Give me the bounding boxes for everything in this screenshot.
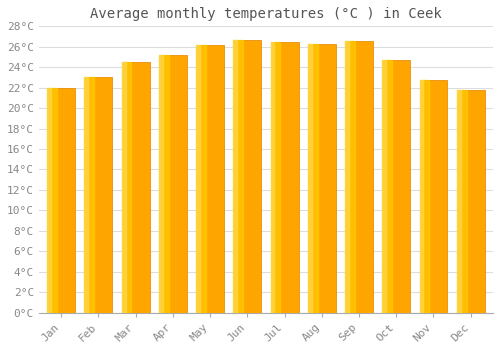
Bar [308, 44, 312, 313]
Bar [159, 55, 163, 313]
Bar [234, 40, 243, 313]
Bar [345, 41, 373, 313]
Bar [420, 80, 424, 313]
Bar [84, 77, 112, 313]
Bar [122, 62, 150, 313]
Bar [84, 77, 94, 313]
Bar [122, 62, 126, 313]
Bar [457, 90, 466, 313]
Bar [234, 40, 237, 313]
Bar [308, 44, 318, 313]
Bar [382, 60, 410, 313]
Bar [308, 44, 336, 313]
Bar [122, 62, 132, 313]
Bar [234, 40, 262, 313]
Bar [270, 42, 298, 313]
Bar [270, 42, 274, 313]
Bar [345, 41, 349, 313]
Bar [196, 45, 200, 313]
Bar [47, 88, 75, 313]
Bar [420, 80, 430, 313]
Bar [345, 41, 355, 313]
Bar [47, 88, 57, 313]
Title: Average monthly temperatures (°C ) in Ceek: Average monthly temperatures (°C ) in Ce… [90, 7, 442, 21]
Bar [84, 77, 88, 313]
Bar [196, 45, 224, 313]
Bar [159, 55, 168, 313]
Bar [382, 60, 386, 313]
Bar [159, 55, 187, 313]
Bar [47, 88, 51, 313]
Bar [196, 45, 206, 313]
Bar [420, 80, 448, 313]
Bar [457, 90, 484, 313]
Bar [382, 60, 392, 313]
Bar [457, 90, 460, 313]
Bar [270, 42, 280, 313]
